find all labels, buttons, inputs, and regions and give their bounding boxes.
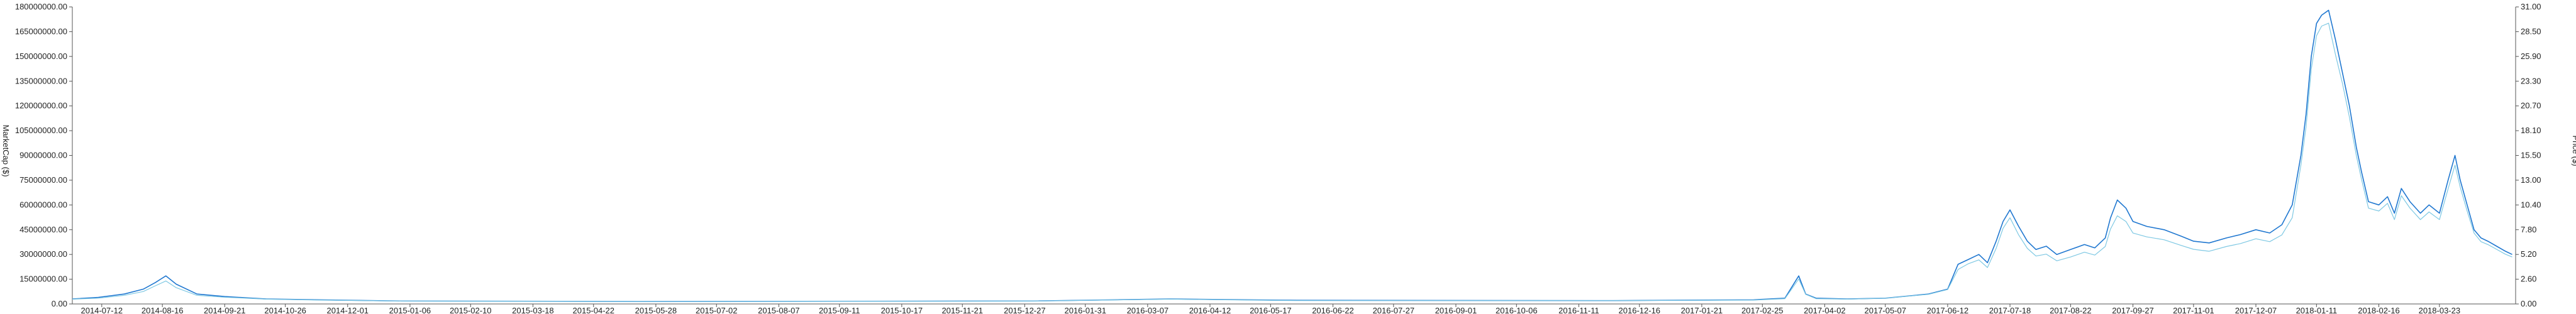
x-tick-label: 2014-12-01 [327,306,369,314]
x-tick-label: 2018-01-11 [2296,306,2338,314]
x-tick-label: 2017-07-18 [1989,306,2031,314]
x-tick-label: 2016-05-17 [1250,306,1292,314]
x-tick-label: 2015-03-18 [512,306,554,314]
x-tick-label: 2017-02-25 [1741,306,1784,314]
x-tick-label: 2017-05-07 [1865,306,1907,314]
y-right-tick-label: 25.90 [2521,51,2541,61]
x-tick-label: 2015-11-21 [941,306,983,314]
x-tick-label: 2014-09-21 [204,306,246,314]
y-left-tick-label: 60000000.00 [19,200,67,209]
x-tick-label: 2016-11-11 [1558,306,1599,314]
y-left-tick-label: 15000000.00 [19,274,67,284]
x-tick-label: 2014-10-26 [264,306,306,314]
x-tick-label: 2017-04-02 [1804,306,1846,314]
x-tick-label: 2015-08-07 [758,306,800,314]
x-tick-label: 2017-12-07 [2235,306,2277,314]
x-tick-label: 2015-05-28 [635,306,677,314]
x-tick-label: 2016-07-27 [1373,306,1415,314]
y-left-tick-label: 150000000.00 [15,51,67,61]
y-right-tick-label: 20.70 [2521,101,2541,111]
y-left-tick-label: 165000000.00 [15,26,67,36]
marketcap-series-line [72,9,2512,302]
y-right-tick-label: 31.00 [2521,2,2541,11]
x-tick-label: 2017-11-01 [2173,306,2214,314]
y-right-tick-label: 10.40 [2521,200,2541,209]
y-right-tick-label: 15.50 [2521,151,2541,160]
y-left-tick-label: 105000000.00 [15,126,67,135]
axes-layer: 0.00 15000000.00 30000000.00 45000000.00 600… [15,2,2541,314]
y-left-tick-label: 90000000.00 [19,151,67,160]
x-tick-label: 2018-03-23 [2419,306,2461,314]
y-right-tick-label: 0.00 [2521,299,2536,308]
x-tick-label: 2016-12-16 [1619,306,1661,314]
x-tick-label: 2015-04-22 [573,306,615,314]
x-tick-label: 2016-10-06 [1496,306,1538,314]
y-left-tick-label: 30000000.00 [19,249,67,259]
y-left-tick-label: 120000000.00 [15,101,67,111]
x-tick-label: 2017-08-22 [2050,306,2092,314]
y-right-tick-label: 7.80 [2521,225,2536,234]
y-right-tick-label: 28.50 [2521,26,2541,36]
x-tick-label: 2015-12-27 [1004,306,1046,314]
y-left-axis-title: MarketCap ($) [1,124,11,176]
x-tick-label: 2017-06-12 [1927,306,1969,314]
y-right-tick-label: 13.00 [2521,175,2541,185]
x-tick-label: 2016-06-22 [1312,306,1354,314]
x-tick-label: 2015-07-02 [696,306,738,314]
price-series-line [72,23,2512,302]
x-tick-label: 2015-09-11 [819,306,860,314]
y-left-tick-label: 75000000.00 [19,175,67,185]
x-tick-label: 2016-03-07 [1127,306,1169,314]
x-tick-label: 2016-04-12 [1189,306,1231,314]
y-right-tick-label: 2.60 [2521,274,2536,284]
x-tick-label: 2018-02-16 [2358,306,2400,314]
y-left-tick-label: 135000000.00 [15,76,67,85]
x-tick-label: 2014-07-12 [81,306,123,314]
y-right-tick-label: 5.20 [2521,249,2536,259]
x-tick-label: 2014-08-16 [142,306,184,314]
x-tick-label: 2016-09-01 [1435,306,1477,314]
x-tick-label: 2015-02-10 [450,306,492,314]
lines-layer [72,9,2512,302]
x-tick-label: 2017-09-27 [2112,306,2154,314]
x-tick-label: 2016-01-31 [1064,306,1106,314]
x-tick-label: 2015-10-17 [881,306,923,314]
y-right-tick-label: 18.10 [2521,126,2541,135]
x-tick-label: 2015-01-06 [389,306,431,314]
x-tick-label: 2017-01-21 [1681,306,1723,314]
y-right-axis-title: Price ($) [2571,135,2576,166]
y-left-tick-label: 0.00 [52,299,67,308]
y-right-tick-label: 23.30 [2521,76,2541,85]
y-left-tick-label: 180000000.00 [15,2,67,11]
y-left-tick-label: 45000000.00 [19,225,67,234]
